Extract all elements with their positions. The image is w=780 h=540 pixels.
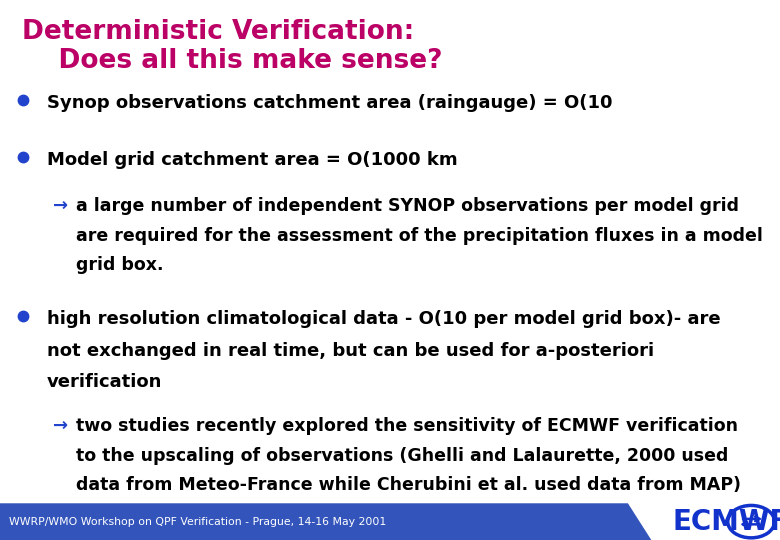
Text: a large number of independent SYNOP observations per model grid: a large number of independent SYNOP obse… — [76, 197, 739, 215]
Text: to the upscaling of observations (Ghelli and Lalaurette, 2000 used: to the upscaling of observations (Ghelli… — [76, 447, 729, 464]
Text: high resolution climatological data - O(10 per model grid box)- are: high resolution climatological data - O(… — [47, 310, 721, 328]
Text: data from Meteo-France while Cherubini et al. used data from MAP): data from Meteo-France while Cherubini e… — [76, 476, 742, 494]
Text: two studies recently explored the sensitivity of ECMWF verification: two studies recently explored the sensit… — [76, 417, 739, 435]
Polygon shape — [0, 503, 651, 540]
Text: WWRP/WMO Workshop on QPF Verification - Prague, 14-16 May 2001: WWRP/WMO Workshop on QPF Verification - … — [9, 517, 387, 526]
Text: are required for the assessment of the precipitation fluxes in a model: are required for the assessment of the p… — [76, 227, 764, 245]
Text: verification: verification — [47, 373, 162, 391]
Text: grid box.: grid box. — [76, 256, 164, 274]
Text: Model grid catchment area = O(1000 km: Model grid catchment area = O(1000 km — [47, 151, 457, 169]
Text: →: → — [53, 197, 68, 215]
Text: Synop observations catchment area (raingauge) = O(10: Synop observations catchment area (raing… — [47, 94, 612, 112]
Text: →: → — [53, 417, 68, 435]
Text: ECMWF: ECMWF — [672, 508, 780, 536]
Text: not exchanged in real time, but can be used for a-posteriori: not exchanged in real time, but can be u… — [47, 342, 654, 360]
Text: Does all this make sense?: Does all this make sense? — [22, 48, 442, 73]
Text: Deterministic Verification:: Deterministic Verification: — [22, 19, 414, 45]
